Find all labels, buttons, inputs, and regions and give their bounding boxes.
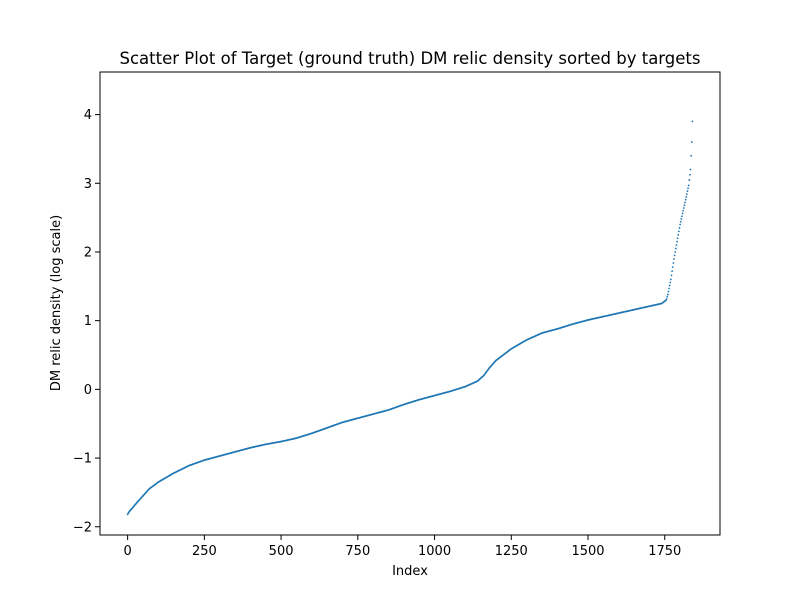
data-point — [671, 266, 674, 268]
x-tick-label: 750 — [345, 544, 370, 559]
plot-frame — [99, 71, 721, 536]
y-tick-label: 2 — [84, 245, 92, 260]
data-point — [668, 287, 670, 290]
y-tick-label: 4 — [84, 108, 92, 123]
data-point — [679, 223, 681, 226]
data-point — [669, 281, 672, 284]
data-point — [673, 254, 676, 257]
data-point — [670, 274, 673, 277]
data-point — [687, 184, 690, 187]
x-tick-label: 500 — [269, 544, 294, 559]
data-point — [669, 278, 672, 281]
y-tick-label: 0 — [84, 383, 92, 398]
data-point — [676, 240, 678, 243]
data-point — [685, 193, 688, 196]
data-point — [668, 284, 671, 287]
data-point — [689, 173, 691, 176]
data-point — [675, 244, 678, 247]
data-point — [681, 215, 683, 218]
data-point — [690, 154, 693, 157]
data-point — [671, 270, 674, 273]
data-point — [680, 218, 683, 220]
data-point — [691, 120, 694, 123]
data-point — [687, 187, 689, 190]
data-point — [683, 204, 686, 207]
data-point — [678, 227, 681, 229]
data-point — [677, 233, 680, 236]
data-point — [685, 196, 688, 198]
y-axis-ticks: −2 −1 0 1 2 3 4 — [73, 108, 100, 535]
data-point — [686, 190, 689, 193]
data-point — [674, 251, 677, 253]
data-point — [682, 207, 685, 209]
x-tick-label: 250 — [192, 544, 217, 559]
y-tick-label: 3 — [84, 177, 92, 192]
data-point — [690, 141, 693, 143]
data-point — [665, 298, 668, 300]
data-point — [689, 168, 692, 171]
x-tick-label: 1750 — [648, 544, 681, 559]
data-point — [677, 230, 680, 233]
data-point — [666, 293, 669, 296]
x-tick-label: 1250 — [495, 544, 528, 559]
x-axis-label: Index — [392, 564, 428, 579]
data-point — [679, 220, 682, 223]
data-point — [682, 209, 685, 212]
data-point — [667, 290, 670, 293]
y-tick-label: −2 — [73, 520, 92, 535]
x-axis-ticks: 0 250 500 750 1000 1250 1500 1750 — [123, 535, 681, 559]
data-point — [673, 257, 675, 260]
data-points — [126, 120, 694, 516]
y-tick-label: 1 — [84, 314, 92, 329]
y-tick-label: −1 — [73, 452, 92, 467]
data-point — [674, 247, 677, 250]
y-axis-label: DM relic density (log scale) — [49, 215, 64, 391]
chart-title: Scatter Plot of Target (ground truth) DM… — [120, 49, 701, 68]
x-tick-label: 1000 — [418, 544, 451, 559]
x-tick-label: 0 — [123, 544, 131, 559]
data-point — [672, 262, 675, 264]
data-point — [684, 198, 687, 201]
x-tick-label: 1500 — [571, 544, 604, 559]
data-point — [676, 237, 679, 240]
data-point — [666, 295, 669, 298]
data-point — [681, 212, 684, 215]
data-point — [688, 179, 691, 181]
data-point — [684, 201, 686, 204]
